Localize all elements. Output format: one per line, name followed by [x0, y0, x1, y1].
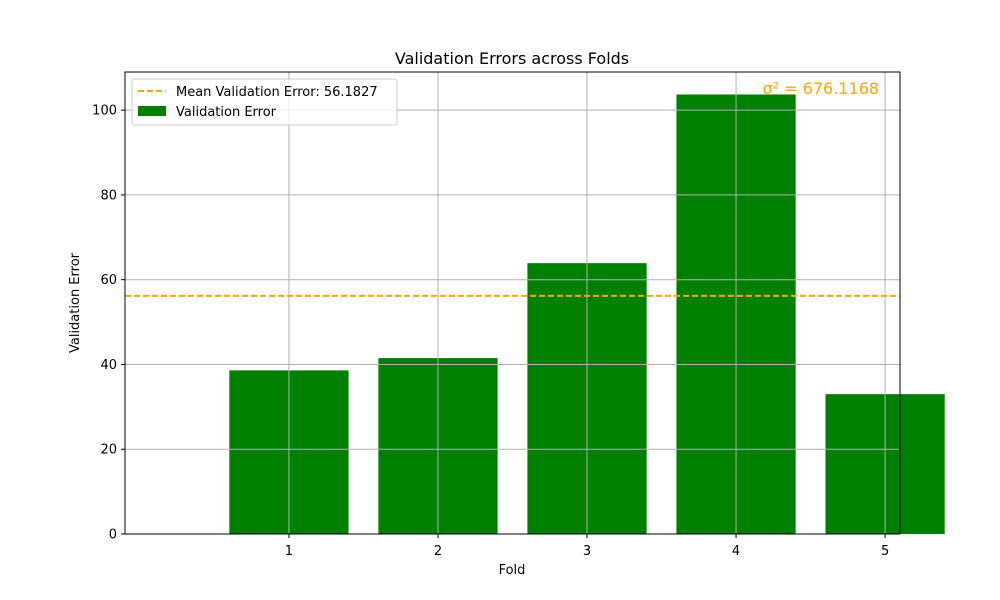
y-axis-label: Validation Error [68, 252, 83, 353]
legend-bar-swatch [138, 106, 166, 116]
x-axis-label: Fold [499, 563, 526, 578]
y-axis-ticks: 0 20 40 60 80 100 [92, 104, 125, 543]
legend-bar-label: Validation Error [176, 105, 277, 120]
legend: Mean Validation Error: 56.1827 Validatio… [131, 78, 398, 126]
y-tick-label: 80 [100, 188, 117, 203]
x-tick-label: 3 [583, 544, 591, 559]
x-tick-label: 4 [732, 544, 740, 559]
y-tick-label: 100 [92, 104, 117, 119]
x-axis-ticks: 1 2 3 4 5 [285, 534, 889, 559]
variance-annotation: σ² = 676.1168 [763, 79, 879, 98]
legend-box [131, 78, 398, 126]
y-tick-label: 20 [100, 443, 117, 458]
chart-title: Validation Errors across Folds [395, 49, 629, 68]
x-tick-label: 2 [434, 544, 442, 559]
y-tick-label: 40 [100, 358, 117, 373]
y-tick-label: 60 [100, 273, 117, 288]
x-tick-label: 5 [881, 544, 889, 559]
legend-mean-label: Mean Validation Error: 56.1827 [176, 85, 378, 100]
x-tick-label: 1 [285, 544, 293, 559]
plot-frame [124, 71, 901, 535]
y-tick-label: 0 [109, 528, 117, 543]
